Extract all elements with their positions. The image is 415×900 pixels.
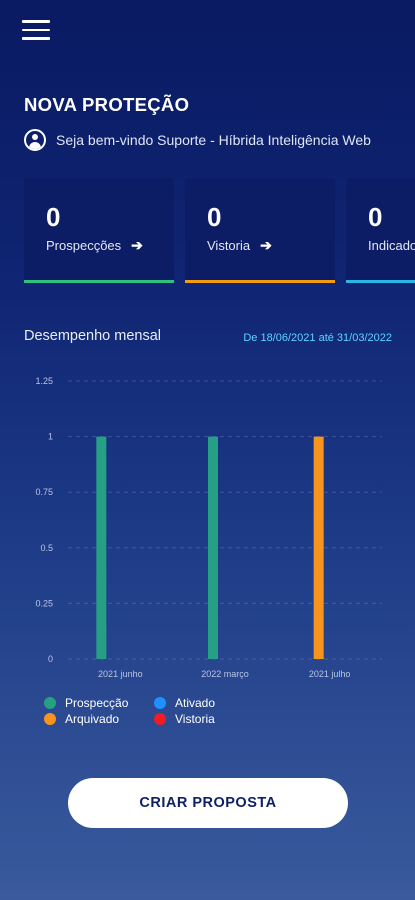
- card-accent-bar: [346, 280, 415, 283]
- card-value: 0: [207, 202, 222, 232]
- arrow-right-icon: ➔: [260, 237, 272, 253]
- card-value: 0: [46, 202, 61, 232]
- card-label-text: Vistoria: [207, 238, 251, 253]
- bar-prospecção: [96, 436, 107, 659]
- legend-label: Arquivado: [65, 712, 120, 726]
- legend-item: Ativado: [154, 696, 215, 710]
- legend-dot: [154, 713, 166, 725]
- bar-arquivado: [313, 436, 324, 659]
- create-proposal-button[interactable]: CRIAR PROPOSTA: [68, 778, 348, 828]
- x-tick-label: 2021 julho: [309, 669, 351, 679]
- card-vistoria[interactable]: 0 Vistoria ➔: [185, 178, 335, 283]
- y-tick-label: 1: [48, 432, 53, 442]
- card-prospeccoes[interactable]: 0 Prospecções ➔: [24, 178, 174, 283]
- card-value: 0: [368, 202, 383, 232]
- legend-dot: [44, 713, 56, 725]
- card-accent-bar: [185, 280, 335, 283]
- x-tick-label: 2022 março: [201, 669, 249, 679]
- user-circle-icon: [24, 129, 46, 151]
- legend-item: Prospecção: [44, 696, 128, 710]
- card-indicados[interactable]: 0 Indicados ➔: [346, 178, 415, 283]
- hamburger-menu-icon[interactable]: [22, 20, 50, 42]
- card-label: Vistoria ➔: [207, 237, 272, 254]
- welcome-text: Seja bem-vindo Suporte - Híbrida Intelig…: [56, 132, 371, 148]
- card-accent-bar: [24, 280, 174, 283]
- date-range[interactable]: De 18/06/2021 até 31/03/2022: [243, 332, 392, 344]
- legend-dot: [44, 697, 56, 709]
- legend-label: Prospecção: [65, 696, 129, 710]
- y-tick-label: 0.75: [35, 487, 53, 497]
- performance-title: Desempenho mensal: [24, 328, 162, 344]
- legend-item: Vistoria: [154, 712, 215, 726]
- card-label-text: Prospecções: [46, 238, 122, 253]
- card-label: Indicados ➔: [368, 237, 415, 254]
- card-label-text: Indicados: [368, 238, 415, 253]
- y-tick-label: 1.25: [35, 376, 53, 386]
- legend-item: Arquivado: [44, 712, 119, 726]
- x-tick-label: 2021 junho: [98, 669, 143, 679]
- y-tick-label: 0.25: [35, 598, 53, 608]
- summary-cards: 0 Prospecções ➔ 0 Vistoria ➔ 0 Indicados…: [24, 178, 415, 286]
- welcome-message: Seja bem-vindo Suporte - Híbrida Intelig…: [24, 129, 371, 151]
- arrow-right-icon: ➔: [131, 237, 143, 253]
- card-label: Prospecções ➔: [46, 237, 143, 254]
- page-title: NOVA PROTEÇÃO: [24, 94, 190, 115]
- y-tick-label: 0: [48, 654, 53, 664]
- legend-dot: [154, 697, 166, 709]
- legend-label: Vistoria: [175, 712, 215, 726]
- bar-prospecção: [208, 436, 218, 659]
- y-tick-label: 0.5: [40, 543, 53, 553]
- legend-label: Ativado: [175, 696, 216, 710]
- performance-chart: 0 0.25 0.5 0.75 1 1.25 2021 junho 2022 março 202…: [35, 376, 382, 679]
